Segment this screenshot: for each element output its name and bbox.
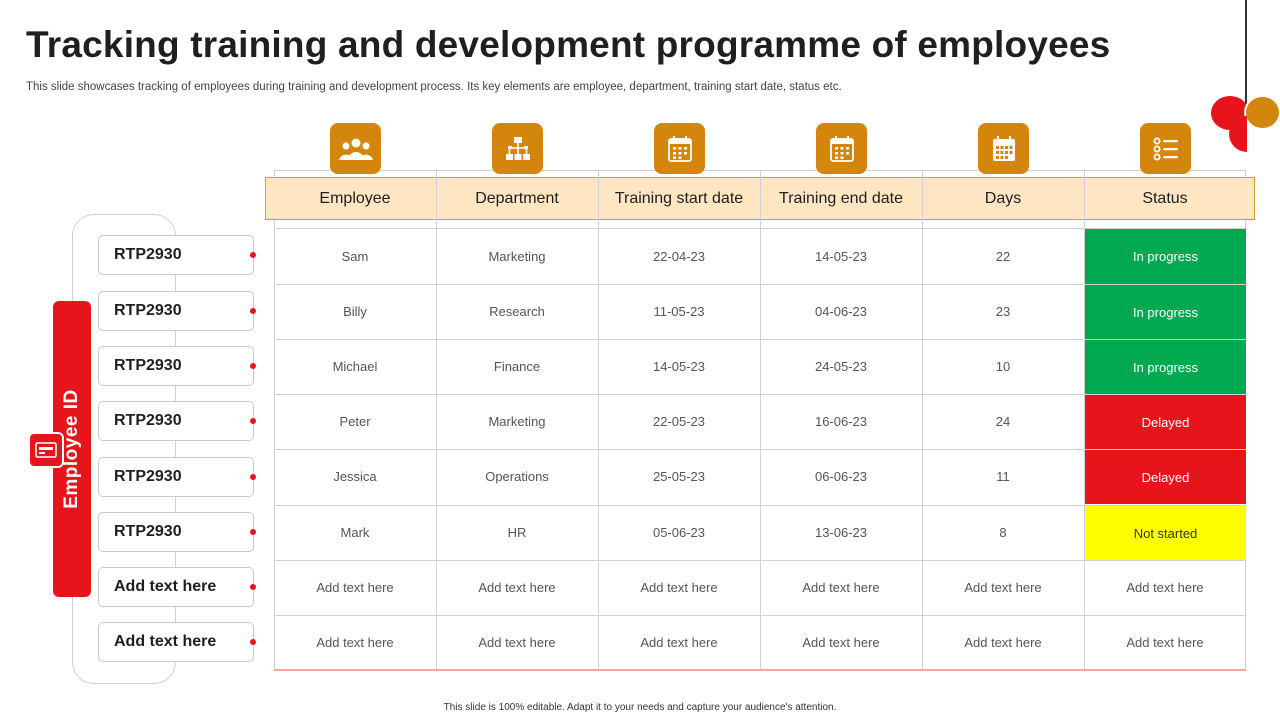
calendar-icon	[816, 123, 867, 174]
start-date-cell: 11-05-23	[653, 304, 705, 319]
row-divider	[274, 284, 1246, 285]
end-date-cell: 16-06-23	[814, 414, 868, 429]
calendar-icon	[654, 123, 705, 174]
status-cell: Delayed	[1085, 395, 1246, 449]
slide-footer: This slide is 100% editable. Adapt it to…	[443, 702, 837, 713]
column-divider	[1084, 170, 1085, 670]
connector-dot	[250, 584, 256, 590]
days-cell: 24	[995, 414, 1011, 429]
column-header: Training end date	[779, 189, 903, 207]
department-cell: Marketing	[488, 414, 546, 429]
connector-dot	[250, 418, 256, 424]
column-divider	[922, 170, 923, 670]
team-icon	[330, 123, 381, 174]
org-chart-icon	[492, 123, 543, 174]
row-divider	[274, 339, 1246, 340]
employee-id-card: RTP2930	[98, 346, 254, 386]
end-date-cell: 06-06-23	[814, 469, 868, 484]
department-cell: Research	[489, 304, 545, 319]
days-cell: 8	[999, 525, 1007, 540]
end-date-cell: 24-05-23	[814, 359, 868, 374]
end-date-cell: Add text here	[802, 635, 880, 650]
employee-id-card: RTP2930	[98, 401, 254, 441]
status-cell: Add text here	[1126, 580, 1204, 595]
employee-cell: Add text here	[316, 580, 394, 595]
employee-cell: Billy	[343, 304, 367, 319]
end-date-cell: 04-06-23	[814, 304, 868, 319]
department-cell: Add text here	[478, 635, 556, 650]
days-cell: 23	[995, 304, 1011, 319]
column-divider	[760, 170, 761, 670]
days-cell: 10	[995, 359, 1011, 374]
connector-dot	[250, 529, 256, 535]
row-divider	[274, 615, 1246, 616]
column-header: Department	[475, 189, 559, 207]
row-divider	[274, 394, 1246, 395]
column-divider	[436, 170, 437, 670]
employee-cell: Peter	[339, 414, 371, 429]
table-bottom-accent	[274, 669, 1246, 671]
connector-dot	[250, 252, 256, 258]
calendar-grid-icon	[978, 123, 1029, 174]
department-cell: Operations	[485, 469, 549, 484]
row-divider	[274, 228, 1246, 229]
days-cell: Add text here	[964, 580, 1042, 595]
column-header: Days	[984, 189, 1022, 207]
employee-id-card: RTP2930	[98, 512, 254, 552]
column-header: Employee	[319, 189, 391, 207]
status-cell: In progress	[1085, 340, 1246, 394]
decorative-line	[1245, 0, 1247, 128]
end-date-cell: 13-06-23	[814, 525, 868, 540]
slide-title: Tracking training and development progra…	[26, 24, 1111, 65]
column-header: Training start date	[614, 189, 744, 207]
row-divider	[274, 505, 1246, 506]
row-divider	[274, 449, 1246, 450]
column-divider	[598, 170, 599, 670]
employee-id-card: RTP2930	[98, 457, 254, 497]
days-cell: 11	[996, 469, 1010, 484]
status-cell: Add text here	[1126, 635, 1204, 650]
connector-dot	[250, 474, 256, 480]
employee-id-card: Add text here	[98, 567, 254, 607]
employee-cell: Add text here	[316, 635, 394, 650]
decorative-circle-orange	[1244, 95, 1280, 130]
start-date-cell: 14-05-23	[652, 359, 706, 374]
start-date-cell: 22-04-23	[652, 249, 706, 264]
status-cell: In progress	[1085, 285, 1246, 339]
checklist-icon	[1140, 123, 1191, 174]
employee-id-label: Employee ID	[61, 389, 83, 509]
department-cell: Add text here	[478, 580, 556, 595]
days-cell: 22	[995, 249, 1011, 264]
status-cell: Not started	[1085, 506, 1246, 560]
employee-id-card: RTP2930	[98, 235, 254, 275]
department-cell: Finance	[493, 359, 541, 374]
connector-dot	[250, 363, 256, 369]
employee-cell: Sam	[341, 249, 369, 264]
department-cell: Marketing	[488, 249, 546, 264]
employee-id-card: Add text here	[98, 622, 254, 662]
start-date-cell: 22-05-23	[652, 414, 706, 429]
start-date-cell: 05-06-23	[652, 525, 706, 540]
status-cell: In progress	[1085, 229, 1246, 284]
connector-dot	[250, 639, 256, 645]
id-card-icon	[28, 432, 64, 468]
connector-dot	[250, 308, 256, 314]
employee-id-card: RTP2930	[98, 291, 254, 331]
status-cell: Delayed	[1085, 450, 1246, 504]
employee-cell: Mark	[340, 525, 370, 540]
end-date-cell: 14-05-23	[814, 249, 868, 264]
start-date-cell: Add text here	[640, 580, 718, 595]
slide-subtitle: This slide showcases tracking of employe…	[26, 81, 842, 93]
row-divider	[274, 560, 1246, 561]
end-date-cell: Add text here	[802, 580, 880, 595]
column-header: Status	[1142, 189, 1188, 207]
days-cell: Add text here	[964, 635, 1042, 650]
department-cell: HR	[507, 525, 527, 540]
employee-cell: Michael	[332, 359, 378, 374]
start-date-cell: Add text here	[640, 635, 718, 650]
decorative-half-circle	[1229, 116, 1247, 152]
employee-cell: Jessica	[333, 469, 377, 484]
start-date-cell: 25-05-23	[652, 469, 706, 484]
